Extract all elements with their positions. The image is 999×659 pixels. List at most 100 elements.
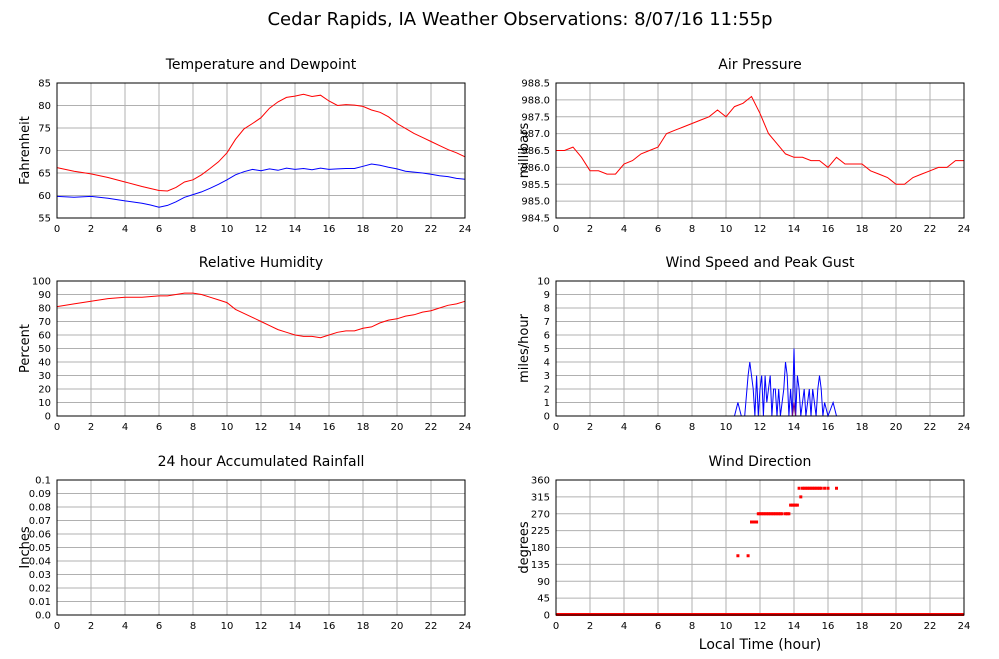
humidity-x-tick-label: 8 [190,422,196,433]
direction-point [806,486,810,490]
pressure-x-tick-label: 8 [689,224,695,235]
pressure-x-tick-label: 20 [890,224,903,235]
pressure-y-tick-label: 987.5 [521,112,550,123]
direction-point [785,512,789,516]
direction-point [760,512,764,516]
wind-x-tick-label: 10 [720,422,733,433]
rain-y-tick-label: 0.05 [29,543,51,554]
rain-x-tick-label: 6 [156,621,162,632]
direction-point [823,486,827,490]
temp-x-tick-label: 2 [88,224,94,235]
direction-y-tick-label: 225 [531,526,550,537]
direction-point [792,503,796,507]
rain-x-tick-label: 4 [122,621,128,632]
direction-y-tick-label: 360 [531,476,550,487]
humidity-x-tick-label: 4 [122,422,128,433]
wind-x-tick-label: 22 [924,422,937,433]
direction-point [812,486,816,490]
pressure-x-tick-label: 6 [655,224,661,235]
temp-y-tick-label: 80 [38,101,51,112]
wind-x-tick-label: 18 [856,422,869,433]
direction-point [770,512,774,516]
humidity-x-tick-label: 22 [425,422,438,433]
humidity-x-tick-label: 24 [459,422,472,433]
pressure-y-tick-label: 986.5 [521,146,550,157]
pressure-y-axis-label: millibars [517,123,532,179]
direction-x-tick-label: 18 [856,621,869,632]
temp-y-tick-label: 60 [38,191,51,202]
rain-plot-frame [56,479,466,616]
temp-title: Temperature and Dewpoint [165,57,357,73]
direction-point [794,503,798,507]
direction-point [765,512,769,516]
wind-y-tick-label: 3 [544,371,550,382]
pressure-x-tick-label: 2 [587,224,593,235]
wind-y-tick-label: 4 [544,358,550,369]
direction-point [755,520,759,524]
wind-y-axis-label: miles/hour [517,313,532,382]
temp-x-tick-label: 16 [323,224,336,235]
rain-y-tick-label: 0.03 [29,570,51,581]
temp-y-tick-label: 75 [38,124,51,135]
temp-x-tick-label: 0 [54,224,60,235]
rain-x-tick-label: 10 [221,621,234,632]
direction-point [814,486,818,490]
temp-series-line-1 [56,163,466,208]
humidity-y-tick-label: 30 [38,371,51,382]
humidity-x-tick-label: 16 [323,422,336,433]
humidity-x-tick-label: 0 [54,422,60,433]
temp-y-tick-label: 55 [38,214,51,225]
direction-point [801,486,804,490]
direction-point [789,503,793,507]
humidity-x-tick-label: 20 [391,422,404,433]
wind-x-tick-label: 24 [958,422,971,433]
temp-x-tick-label: 24 [459,224,472,235]
rain-x-tick-label: 12 [255,621,268,632]
wind-y-tick-label: 10 [537,277,550,288]
direction-point [802,486,806,490]
pressure-y-tick-label: 988.0 [521,95,550,106]
direction-point [761,512,765,516]
direction-x-tick-label: 24 [958,621,971,632]
direction-point [816,486,820,490]
direction-y-axis-label: degrees [517,521,532,574]
direction-point [797,486,801,490]
humidity-y-tick-label: 80 [38,304,51,315]
pressure-x-tick-label: 10 [720,224,733,235]
rain-y-tick-label: 0.0 [35,611,51,622]
direction-x-tick-label: 16 [822,621,835,632]
direction-x-tick-label: 6 [655,621,661,632]
humidity-y-tick-label: 100 [32,277,51,288]
direction-point [753,520,757,524]
humidity-y-tick-label: 10 [38,398,51,409]
direction-x-tick-label: 2 [587,621,593,632]
direction-point [826,486,830,490]
pressure-x-tick-label: 18 [856,224,869,235]
pressure-y-tick-label: 987.0 [521,129,550,140]
direction-point [758,512,762,516]
rain-y-tick-label: 0.1 [35,476,51,487]
direction-point [790,503,794,507]
direction-point [767,512,770,516]
rain-x-tick-label: 22 [425,621,438,632]
direction-point [775,512,779,516]
wind-y-tick-label: 8 [544,304,550,315]
direction-y-tick-label: 180 [531,543,550,554]
direction-point [819,486,823,490]
direction-point [772,512,776,516]
rain-x-tick-label: 18 [357,621,370,632]
temp-x-tick-label: 6 [156,224,162,235]
pressure-y-tick-label: 985.5 [521,180,550,191]
pressure-y-tick-label: 984.5 [521,214,550,225]
rain-x-tick-label: 8 [190,621,196,632]
pressure-x-tick-label: 12 [754,224,767,235]
direction-point [763,512,767,516]
rain-y-tick-label: 0.02 [29,584,51,595]
direction-x-tick-label: 10 [720,621,733,632]
pressure-series-line-0 [556,95,964,185]
humidity-x-tick-label: 14 [289,422,302,433]
